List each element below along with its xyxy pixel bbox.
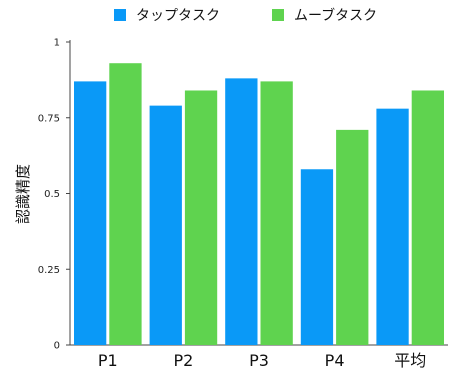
bar-move-4: [411, 90, 444, 345]
x-category-label: P2: [173, 351, 193, 370]
x-category-label: 平均: [394, 351, 426, 370]
x-category-label: P1: [98, 351, 118, 370]
legend-swatch: [114, 9, 126, 21]
bars: [74, 63, 444, 346]
legend-swatch: [272, 9, 284, 21]
x-category-label: P4: [325, 351, 345, 370]
y-tick-label: 0.5: [44, 189, 60, 200]
bar-tap-1: [149, 105, 182, 345]
y-tick-label: 1: [54, 38, 60, 49]
x-category-label: P3: [249, 351, 269, 370]
y-tick-label: 0.75: [38, 113, 60, 124]
y-tick-label: 0: [54, 341, 60, 352]
bar-move-0: [109, 63, 142, 346]
legend: タップタスク ムーブタスク: [114, 7, 377, 24]
bar-move-3: [336, 129, 369, 345]
bar-move-1: [184, 90, 218, 345]
bar-tap-3: [300, 169, 334, 345]
bar-move-2: [260, 81, 293, 345]
legend-label: タップタスク: [136, 8, 220, 24]
y-axis-title: 認識精度: [14, 164, 32, 224]
y-tick-label: 0.25: [38, 265, 60, 276]
bar-tap-0: [74, 81, 107, 345]
bar-tap-4: [376, 108, 409, 345]
legend-label: ムーブタスク: [294, 7, 377, 24]
bar-tap-2: [225, 78, 258, 346]
x-axis-labels: P1 P2 P3 P4 平均: [98, 351, 426, 370]
axes: 認識精度 0 0.25 0.5 0.75 1: [14, 38, 448, 352]
